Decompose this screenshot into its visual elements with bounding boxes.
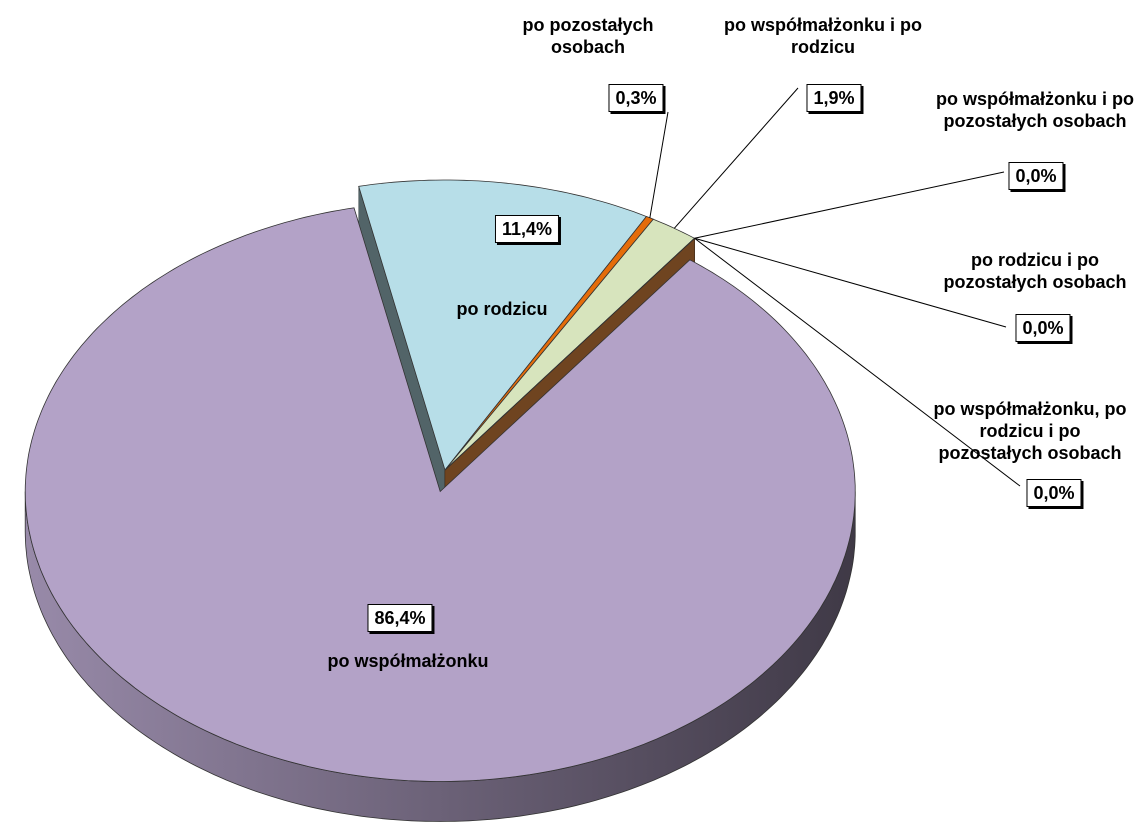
pie-slice <box>358 179 648 471</box>
leader-line <box>649 111 669 218</box>
category-label: po współmałżonku <box>327 651 489 671</box>
leader-line <box>694 171 1005 239</box>
value-label: 11,4% <box>494 215 560 243</box>
category-label: po rodzicu i po pozostałych osobach <box>943 250 1127 292</box>
leader-line <box>673 87 799 229</box>
category-label: po współmałżonku i po pozostałych osobac… <box>936 89 1134 131</box>
value-label: 0,0% <box>1008 162 1064 190</box>
category-label: po rodzicu <box>456 299 548 319</box>
value-label: 86,4% <box>367 604 433 632</box>
leader-line <box>694 237 1007 328</box>
value-label: 1,9% <box>806 84 862 112</box>
pie-slice <box>444 218 696 471</box>
category-label: po współmałżonku i po rodzicu <box>724 15 922 57</box>
value-label: 0,3% <box>608 84 664 112</box>
pie-slice <box>444 238 695 471</box>
pie-slice <box>24 207 856 782</box>
value-label: 0,0% <box>1015 314 1071 342</box>
value-label: 0,0% <box>1026 479 1082 507</box>
leader-line <box>694 237 1021 487</box>
category-label: po współmałżonku, po rodzicu i po pozost… <box>933 399 1127 463</box>
category-label: po pozostałych osobach <box>522 15 654 57</box>
